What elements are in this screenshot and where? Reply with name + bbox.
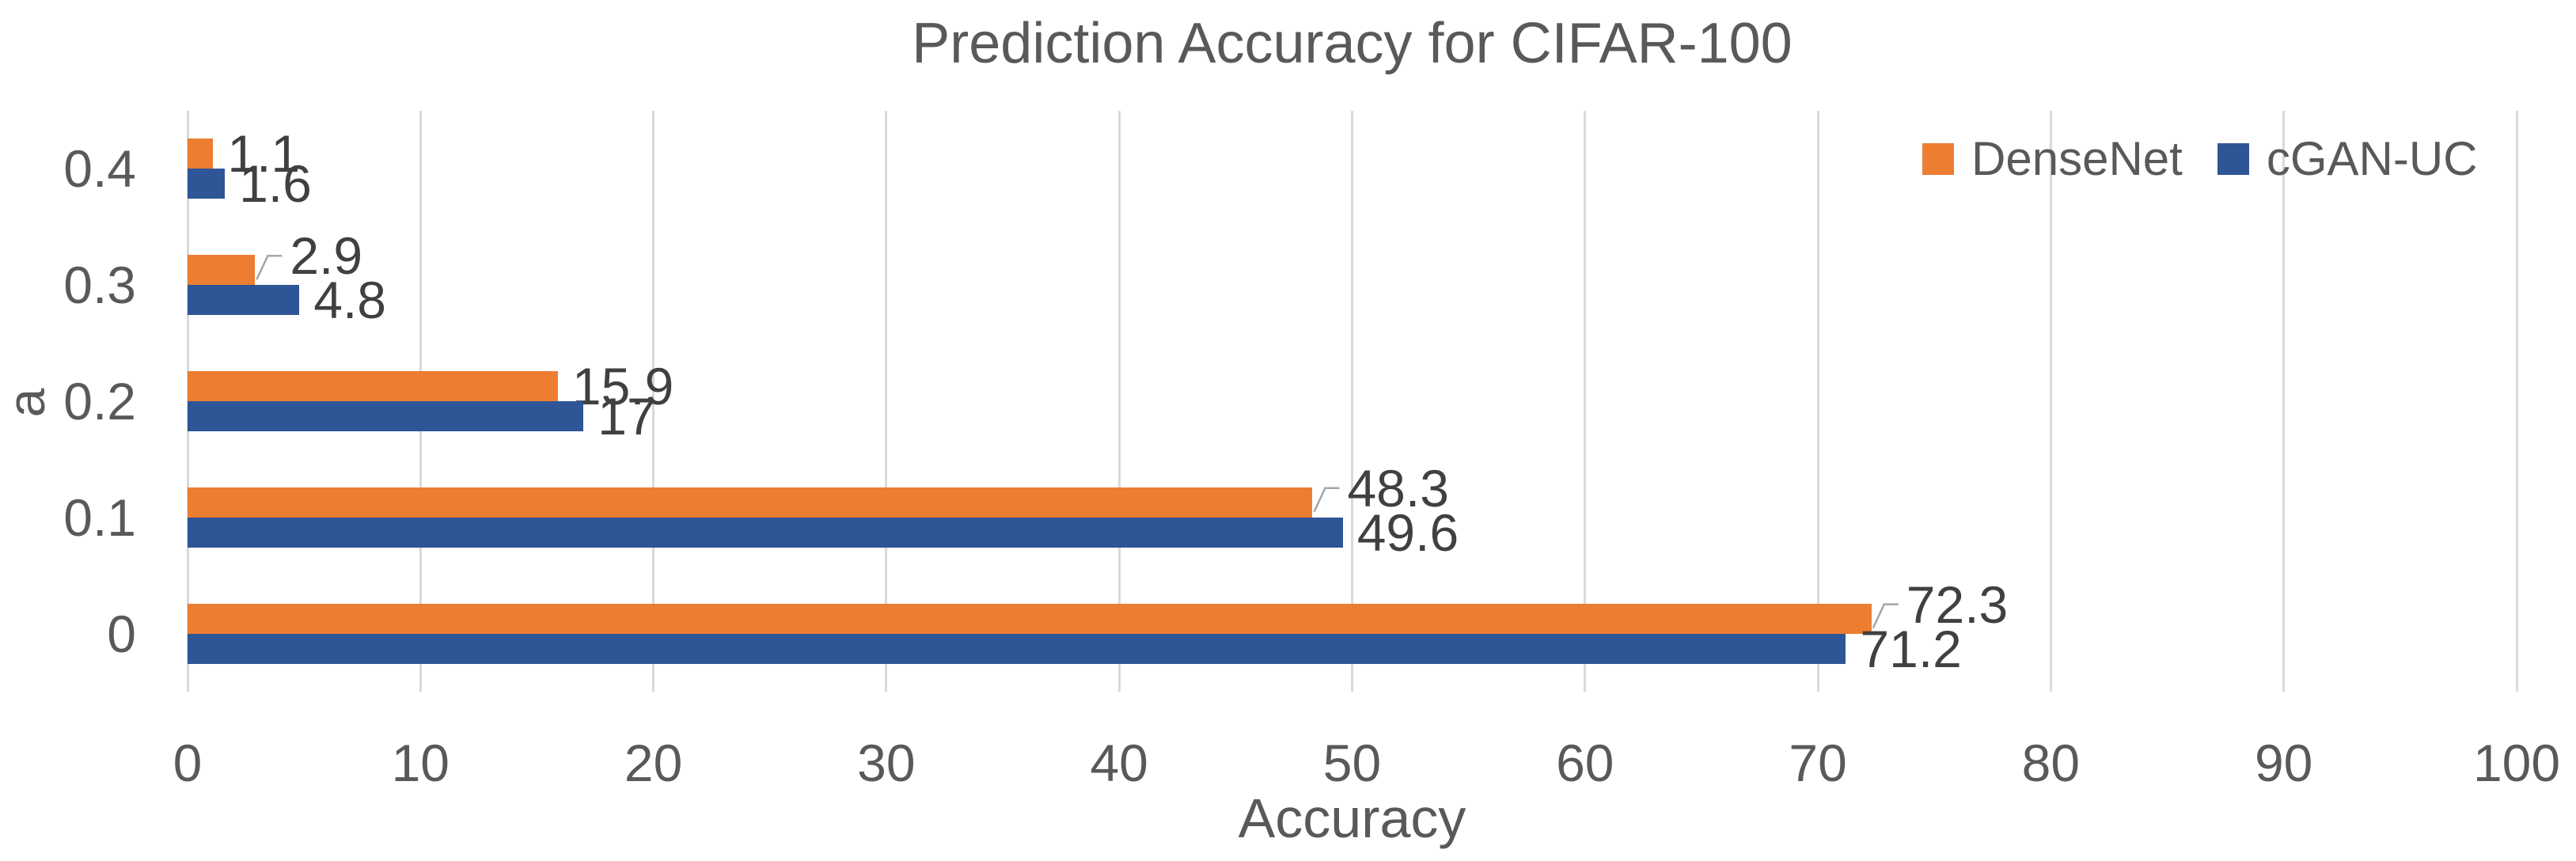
gridline	[1117, 111, 1121, 692]
gridline	[2282, 111, 2286, 692]
data-label-cgan-uc: 1.6	[239, 154, 312, 214]
bar-densenet	[188, 487, 1313, 518]
x-tick-label: 10	[391, 734, 450, 792]
x-tick-label: 60	[1556, 734, 1614, 792]
bar-cgan-uc	[188, 401, 584, 431]
x-tick-label: 70	[1789, 734, 1847, 792]
legend-label-cgan-uc: cGAN-UC	[2266, 132, 2478, 185]
data-label-cgan-uc: 71.2	[1860, 619, 1962, 678]
x-tick-label: 20	[624, 734, 683, 792]
gridline	[652, 111, 655, 692]
data-label-cgan-uc: 17	[598, 387, 656, 446]
gridline	[1351, 111, 1353, 692]
gridline	[2515, 111, 2518, 692]
x-axis-title: Accuracy	[1238, 787, 1466, 849]
data-label-cgan-uc: 49.6	[1356, 503, 1459, 562]
bar-cgan-uc	[188, 633, 1846, 664]
x-tick-label: 50	[1322, 734, 1382, 792]
data-label-densenet: 15.9	[571, 357, 674, 415]
category-label: 0.2	[63, 372, 136, 430]
x-tick-label: 0	[173, 734, 203, 792]
x-tick-label: 40	[1090, 734, 1148, 792]
category-label: 0.1	[63, 487, 136, 547]
gridline	[885, 111, 888, 692]
category-label: 0	[107, 604, 136, 663]
bar-densenet	[188, 603, 1872, 634]
x-tick-label: 80	[2021, 734, 2081, 792]
chart-title: Prediction Accuracy for CIFAR-100	[912, 12, 1793, 75]
legend-swatch-cgan-uc-icon	[2217, 142, 2249, 175]
y-axis-title: a	[0, 388, 55, 418]
gridline	[1816, 111, 1819, 692]
data-label-cgan-uc: 4.8	[313, 271, 386, 330]
legend-swatch-densenet-icon	[1922, 142, 1954, 175]
legend: DenseNet cGAN-UC	[1922, 131, 2477, 186]
category-label: 0.3	[63, 256, 136, 315]
gridline	[1584, 111, 1587, 692]
category-label: 0.4	[63, 139, 136, 199]
gridline	[2049, 111, 2052, 692]
x-tick-label: 90	[2254, 734, 2313, 792]
bar-densenet	[188, 138, 214, 169]
bar-densenet	[188, 371, 558, 401]
x-tick-label: 30	[857, 734, 916, 792]
leader-line	[256, 254, 283, 280]
legend-item-densenet: DenseNet	[1922, 131, 2183, 186]
bar-densenet	[188, 255, 256, 286]
bar-cgan-uc	[188, 285, 300, 316]
data-label-densenet: 72.3	[1906, 575, 2009, 634]
bar-cgan-uc	[188, 169, 226, 199]
data-label-densenet: 2.9	[290, 226, 363, 286]
data-label-densenet: 48.3	[1347, 458, 1449, 518]
legend-label-densenet: DenseNet	[1971, 132, 2183, 185]
data-label-densenet: 1.1	[227, 124, 301, 184]
bar-cgan-uc	[188, 517, 1343, 548]
leader-line	[1313, 487, 1340, 513]
x-tick-label: 100	[2472, 734, 2561, 792]
legend-item-cgan-uc: cGAN-UC	[2217, 131, 2478, 186]
